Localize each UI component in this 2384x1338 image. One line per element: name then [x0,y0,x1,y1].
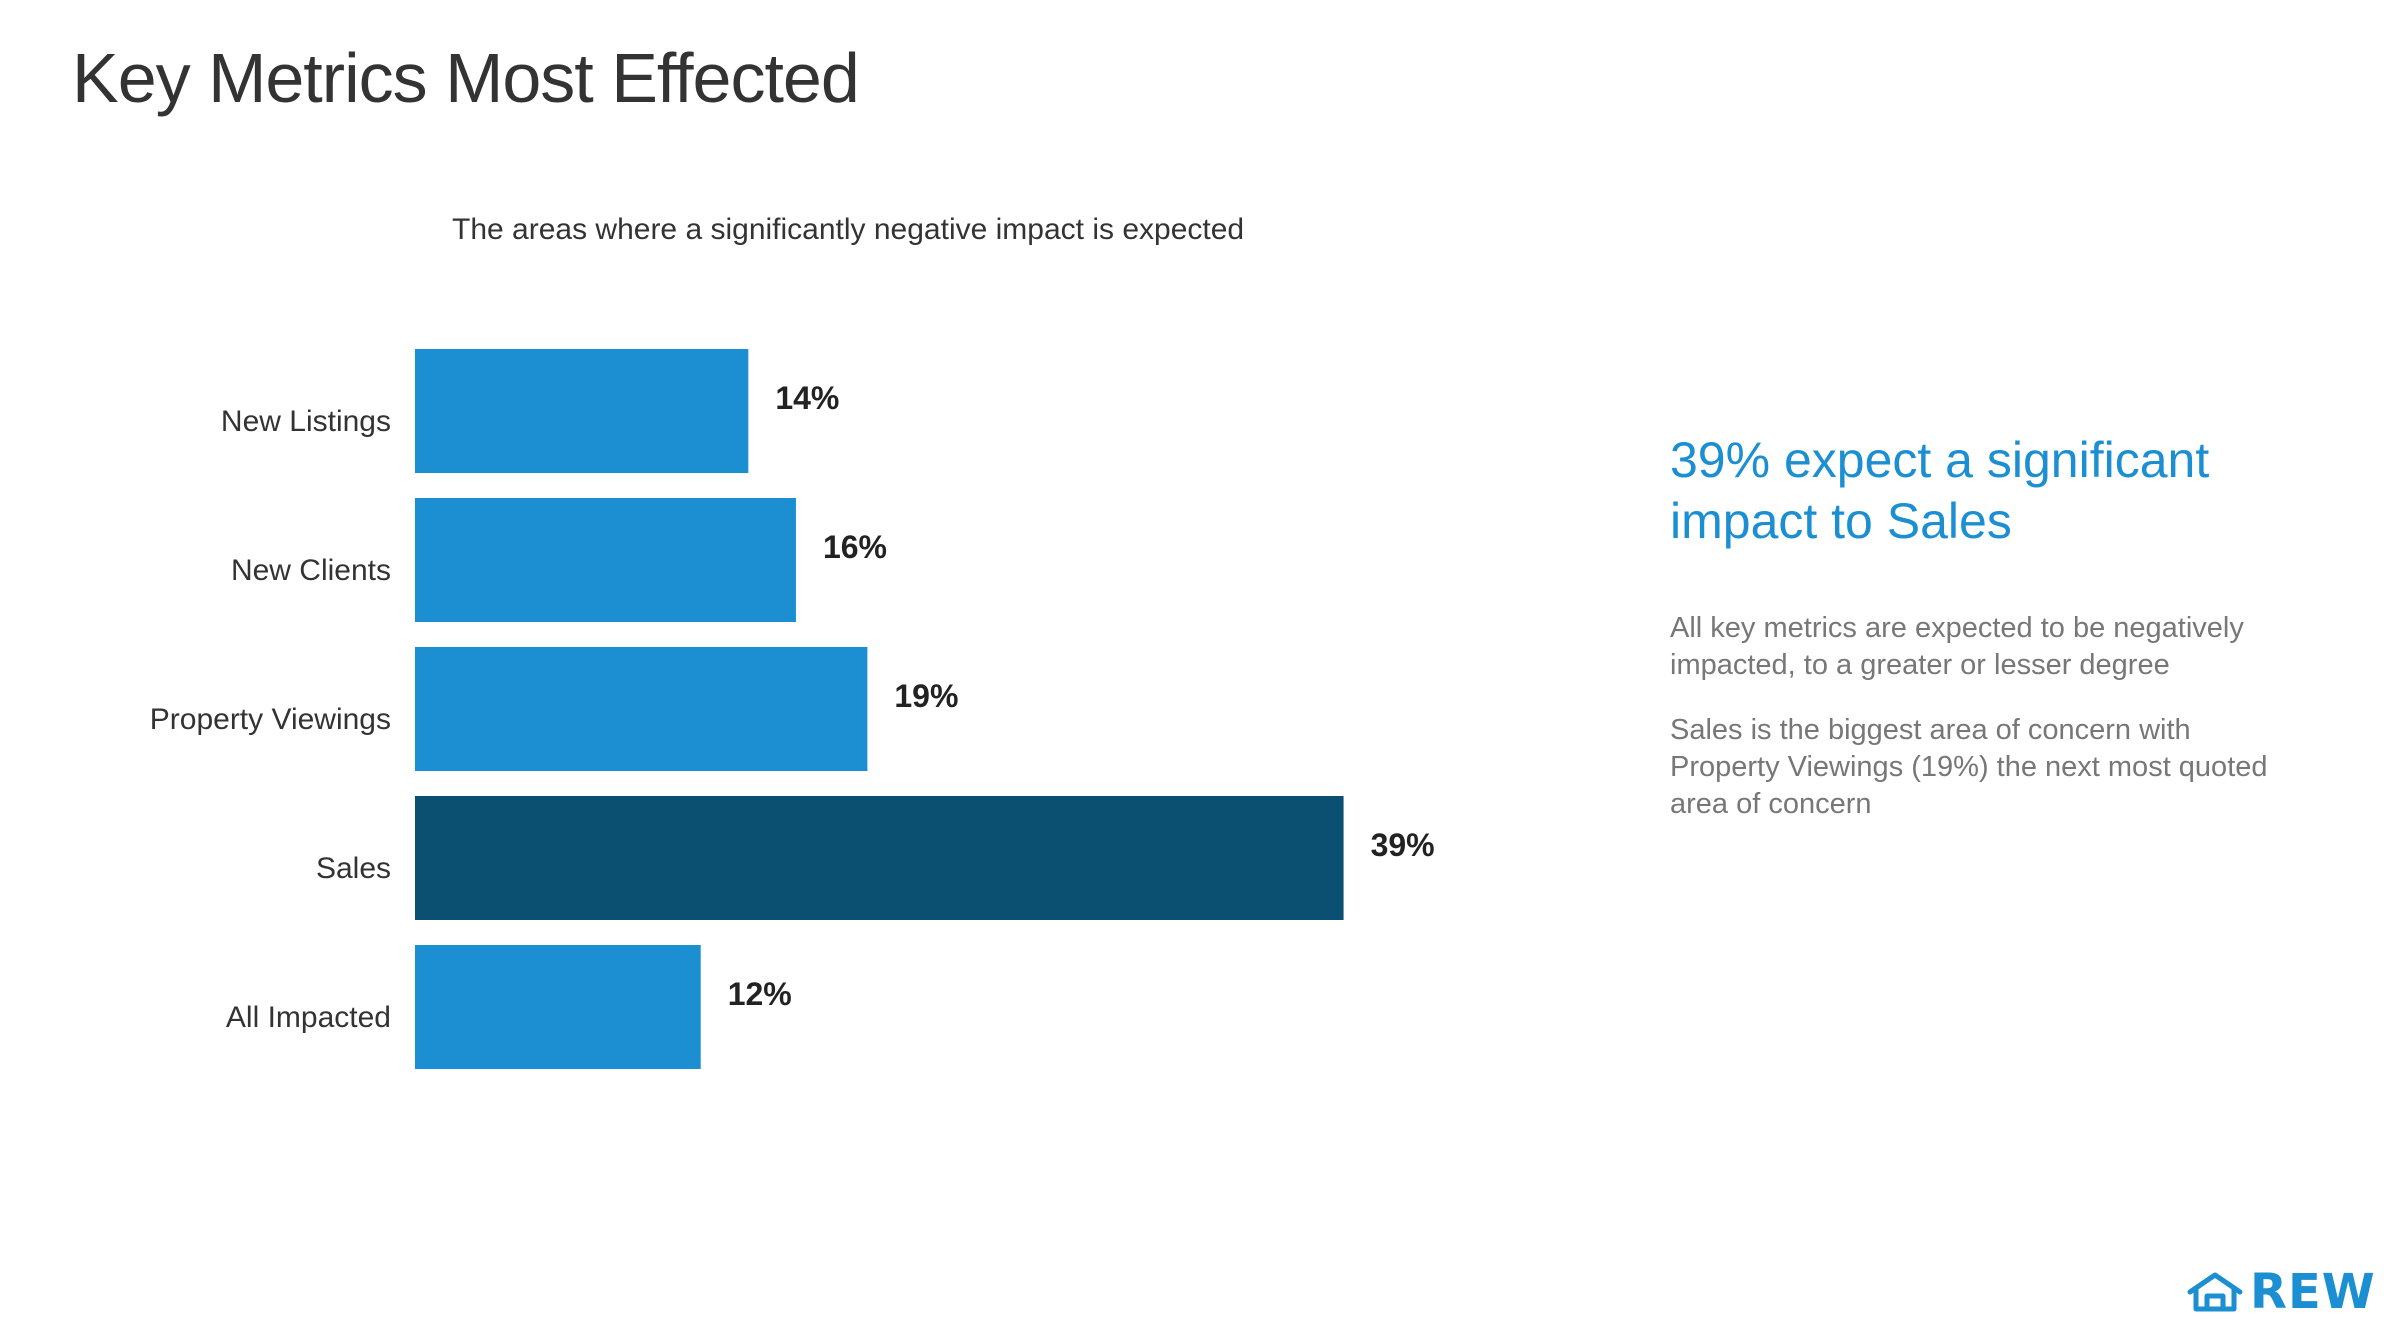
bar-all-impacted [415,945,701,1069]
category-label-all-impacted: All Impacted [226,1001,391,1034]
category-label-property-viewings: Property Viewings [150,703,391,736]
category-label-sales: Sales [316,852,391,885]
insight-paragraph-1: All key metrics are expected to be negat… [1670,612,2244,681]
value-label-sales: 39% [1371,827,1435,863]
value-label-property-viewings: 19% [894,678,958,714]
chart-subtitle: The areas where a significantly negative… [452,213,1245,246]
category-label-new-clients: New Clients [231,554,391,587]
insight-headline: 39% expect a significant impact to Sales [1670,432,2210,549]
bar-new-listings [415,349,749,473]
bar-new-clients [415,498,796,622]
value-label-new-clients: 16% [823,529,887,565]
house-icon [2187,1272,2243,1312]
category-label-new-listings: New Listings [221,405,391,438]
page-title: Key Metrics Most Effected [72,39,860,117]
logo-text: REW [2250,1264,2376,1320]
value-label-all-impacted: 12% [728,976,792,1012]
insight-paragraph-2: Sales is the biggest area of concern wit… [1670,714,2268,820]
value-label-new-listings: 14% [775,380,839,416]
rew-logo: REW [2186,1268,2376,1316]
bar-property-viewings [415,647,868,771]
bar-sales [415,796,1344,920]
